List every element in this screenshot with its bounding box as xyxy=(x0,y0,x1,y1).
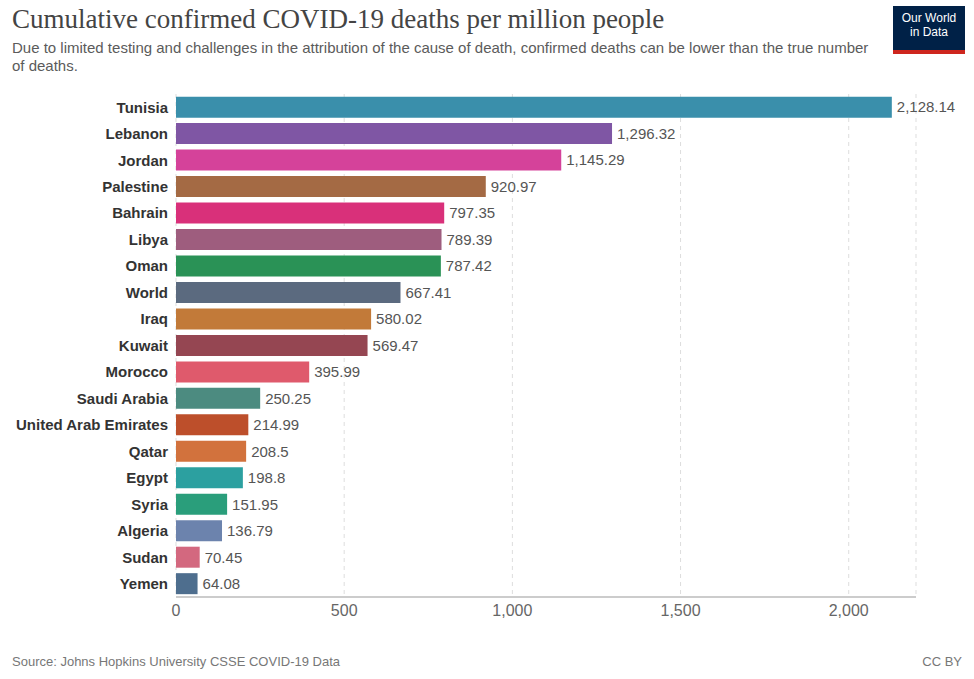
svg-text:250.25: 250.25 xyxy=(265,390,311,407)
svg-text:789.39: 789.39 xyxy=(447,231,493,248)
svg-text:Yemen: Yemen xyxy=(120,575,168,592)
svg-text:Oman: Oman xyxy=(125,257,168,274)
svg-text:1,145.29: 1,145.29 xyxy=(566,151,624,168)
svg-text:797.35: 797.35 xyxy=(449,204,495,221)
svg-text:214.99: 214.99 xyxy=(253,416,299,433)
svg-text:Bahrain: Bahrain xyxy=(112,204,168,221)
svg-text:Syria: Syria xyxy=(131,496,168,513)
svg-text:1,500: 1,500 xyxy=(661,602,701,619)
svg-text:Tunisia: Tunisia xyxy=(117,99,169,116)
svg-text:580.02: 580.02 xyxy=(376,310,422,327)
svg-text:920.97: 920.97 xyxy=(491,178,537,195)
svg-text:64.08: 64.08 xyxy=(203,575,241,592)
svg-text:208.5: 208.5 xyxy=(251,443,289,460)
svg-text:500: 500 xyxy=(331,602,358,619)
svg-text:Saudi Arabia: Saudi Arabia xyxy=(77,390,169,407)
svg-text:2,128.14: 2,128.14 xyxy=(897,98,955,115)
svg-text:Palestine: Palestine xyxy=(102,178,168,195)
svg-text:395.99: 395.99 xyxy=(314,363,360,380)
svg-text:70.45: 70.45 xyxy=(205,549,243,566)
svg-text:2,000: 2,000 xyxy=(829,602,869,619)
svg-text:Jordan: Jordan xyxy=(118,152,168,169)
html-text:Cumulative confirmed COVID-19: Cumulative confirmed COVID-19 deaths per… xyxy=(12,4,665,34)
html-text:Source: Johns Hopkins Universi: Source: Johns Hopkins University CSSE CO… xyxy=(12,654,340,669)
svg-text:198.8: 198.8 xyxy=(248,469,286,486)
svg-text:151.95: 151.95 xyxy=(232,496,278,513)
svg-text:Qatar: Qatar xyxy=(129,443,168,460)
svg-text:569.47: 569.47 xyxy=(373,337,419,354)
svg-text:667.41: 667.41 xyxy=(405,284,451,301)
svg-text:Algeria: Algeria xyxy=(117,522,169,539)
svg-text:0: 0 xyxy=(172,602,181,619)
html-text:Our World in Data: Our World in Data xyxy=(901,11,957,39)
html-text:Due to limited testing and cha: Due to limited testing and challenges in… xyxy=(12,39,869,74)
svg-text:1,000: 1,000 xyxy=(492,602,532,619)
svg-text:1,296.32: 1,296.32 xyxy=(617,125,675,142)
svg-text:787.42: 787.42 xyxy=(446,257,492,274)
svg-text:Libya: Libya xyxy=(129,231,169,248)
svg-text:Morocco: Morocco xyxy=(105,363,168,380)
svg-text:Iraq: Iraq xyxy=(140,310,168,327)
svg-text:Sudan: Sudan xyxy=(122,549,168,566)
svg-text:Kuwait: Kuwait xyxy=(119,337,168,354)
svg-text:World: World xyxy=(126,284,168,301)
svg-text:Lebanon: Lebanon xyxy=(106,125,169,142)
svg-text:136.79: 136.79 xyxy=(227,522,273,539)
html-text:CC BY: CC BY xyxy=(922,654,962,669)
svg-text:United Arab Emirates: United Arab Emirates xyxy=(16,416,168,433)
svg-text:Egypt: Egypt xyxy=(126,469,168,486)
